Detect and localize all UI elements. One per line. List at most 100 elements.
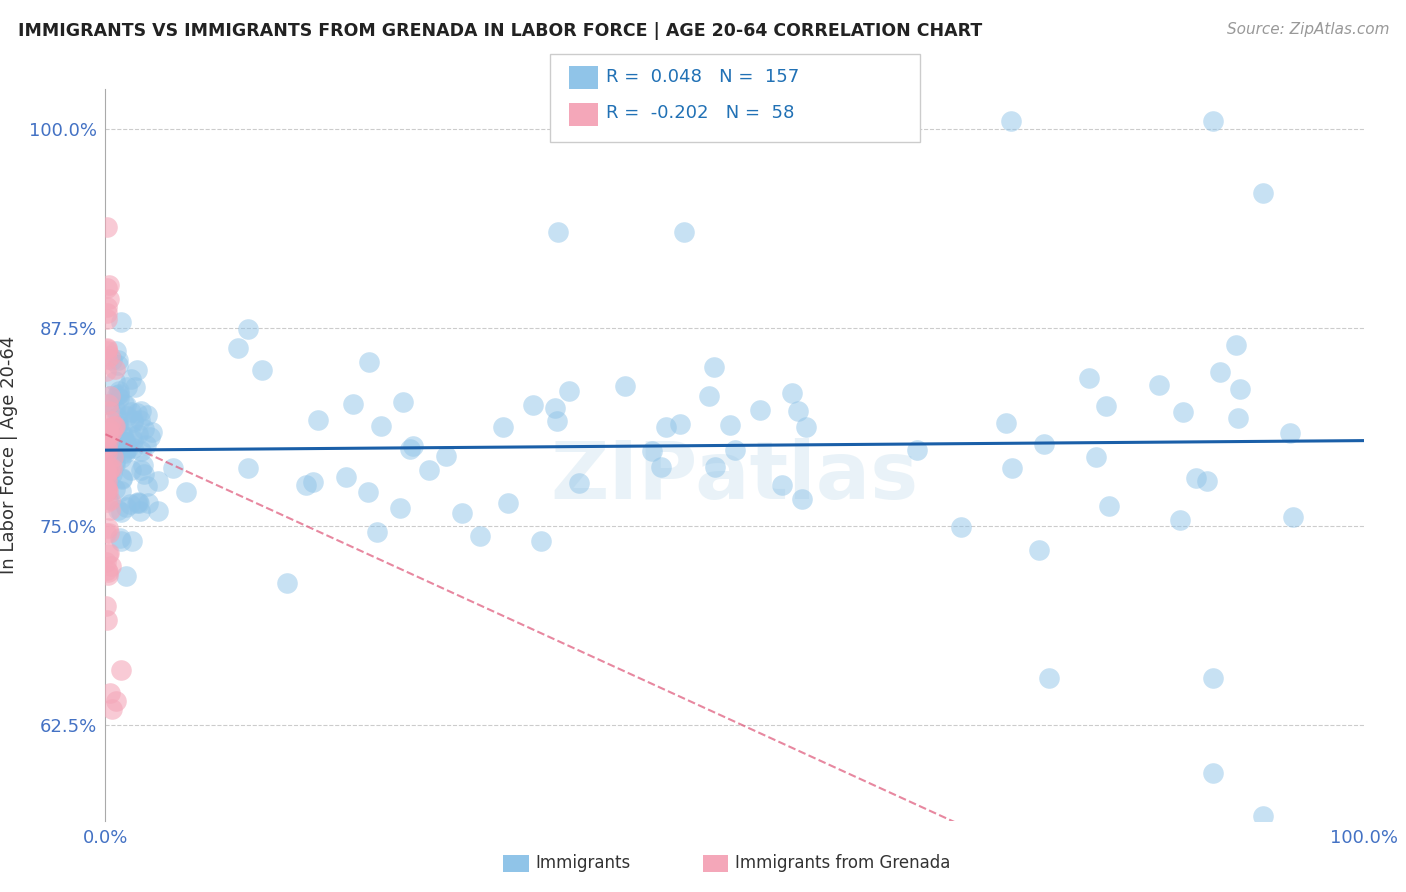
Point — [112, 397, 135, 411]
Point — [104, 361, 127, 376]
Point — [96, 563, 118, 577]
Point — [96, 481, 118, 495]
Point — [703, 460, 725, 475]
Text: Source: ZipAtlas.com: Source: ZipAtlas.com — [1226, 22, 1389, 37]
Point — [101, 352, 124, 367]
Point — [108, 434, 131, 449]
Point — [302, 475, 325, 489]
Point — [641, 443, 664, 458]
Point — [115, 442, 138, 457]
Point — [342, 397, 364, 411]
Point — [1147, 378, 1170, 392]
Point — [96, 458, 118, 472]
Point — [108, 434, 131, 449]
Point — [122, 441, 145, 455]
Point — [748, 403, 770, 417]
Point — [117, 380, 139, 394]
Point — [697, 389, 720, 403]
Point — [335, 469, 357, 483]
Point — [114, 435, 136, 450]
Point — [135, 408, 157, 422]
Point — [790, 491, 813, 506]
Point — [110, 505, 132, 519]
Point — [1084, 450, 1107, 465]
Point — [1278, 425, 1301, 440]
Y-axis label: In Labor Force | Age 20-64: In Labor Force | Age 20-64 — [0, 335, 18, 574]
Point — [105, 425, 128, 440]
Point — [613, 378, 636, 392]
Point — [1225, 338, 1247, 352]
Point — [994, 416, 1017, 430]
Point — [107, 352, 129, 367]
Point — [125, 363, 148, 377]
Point — [111, 473, 134, 487]
Point — [1098, 499, 1121, 513]
Point — [1197, 475, 1219, 489]
Point — [146, 504, 169, 518]
Point — [96, 495, 118, 509]
Point — [97, 526, 120, 541]
Point — [96, 555, 118, 569]
Point — [1251, 809, 1274, 823]
Point — [97, 435, 120, 450]
Point — [794, 419, 817, 434]
Point — [96, 281, 118, 295]
Point — [1168, 513, 1191, 527]
Point — [96, 364, 118, 378]
Point — [162, 461, 184, 475]
Point — [1038, 671, 1060, 685]
Point — [370, 418, 392, 433]
Point — [96, 306, 118, 320]
Point — [451, 506, 474, 520]
Point — [100, 414, 122, 428]
Point — [96, 352, 118, 367]
Point — [132, 422, 155, 436]
Text: ZIPatlas: ZIPatlas — [551, 438, 918, 516]
Point — [434, 449, 457, 463]
Point — [770, 477, 793, 491]
Point — [103, 450, 125, 464]
Point — [94, 599, 117, 613]
Point — [101, 460, 124, 475]
Point — [104, 457, 127, 471]
Point — [96, 481, 118, 495]
Point — [673, 225, 696, 239]
Point — [100, 425, 122, 439]
Point — [228, 341, 250, 355]
Point — [402, 439, 425, 453]
Point — [399, 442, 422, 456]
Point — [97, 463, 120, 477]
Point — [117, 441, 139, 455]
Point — [98, 397, 121, 411]
Point — [96, 471, 118, 485]
Point — [110, 534, 132, 549]
Point — [129, 463, 152, 477]
Point — [118, 497, 141, 511]
Point — [669, 417, 692, 431]
Point — [97, 491, 120, 506]
Point — [96, 300, 118, 314]
Point — [1227, 411, 1250, 425]
Point — [122, 433, 145, 447]
Point — [105, 343, 128, 358]
Point — [121, 534, 143, 549]
Point — [276, 576, 298, 591]
Point — [129, 443, 152, 458]
Point — [544, 401, 567, 415]
Point — [108, 391, 131, 405]
Point — [1032, 437, 1054, 451]
Point — [546, 414, 568, 428]
Point — [98, 292, 121, 306]
Point — [96, 483, 118, 497]
Text: R =  0.048   N =  157: R = 0.048 N = 157 — [606, 68, 799, 86]
Point — [388, 500, 411, 515]
Point — [1077, 370, 1099, 384]
Point — [104, 374, 127, 388]
Point — [100, 686, 122, 700]
Point — [96, 613, 118, 627]
Point — [522, 398, 544, 412]
Point — [1251, 186, 1274, 200]
Point — [132, 458, 155, 473]
Point — [110, 450, 132, 465]
Point — [97, 277, 120, 292]
